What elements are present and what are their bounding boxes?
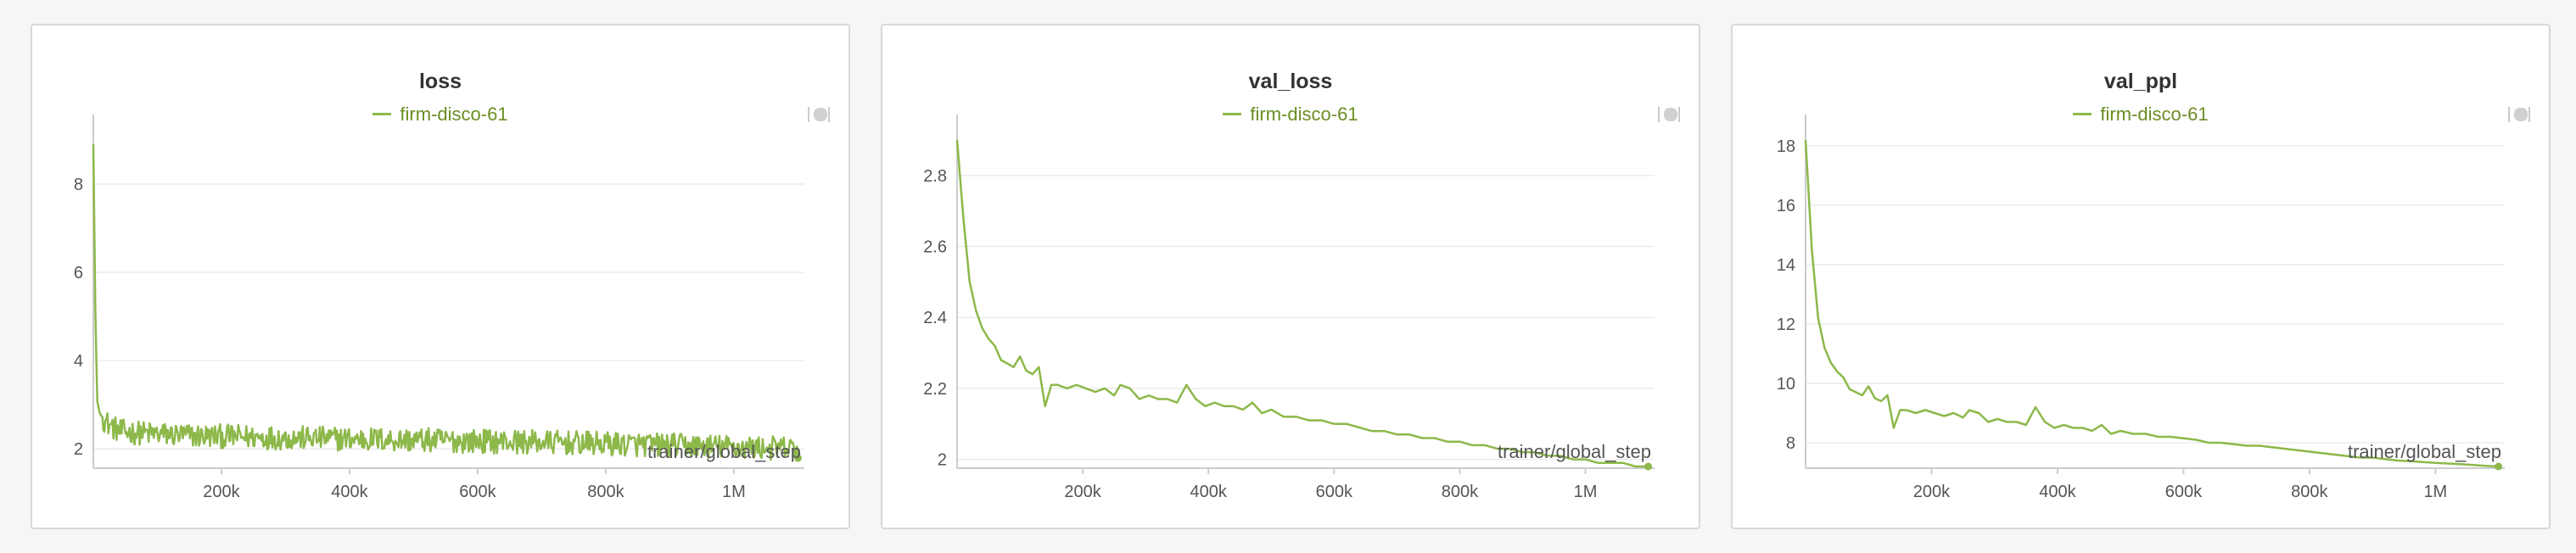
chart-panel-loss: loss firm-disco-61 2 4 6 8 200k 400k 600k 800k 1… bbox=[31, 24, 850, 529]
chart-svg: 8 10 12 14 16 18 200k 400k 600k 800k 1M trainer/glo… bbox=[1777, 115, 2505, 501]
panel-toggle-icon[interactable] bbox=[1656, 103, 1682, 126]
chart-title: val_loss bbox=[1248, 70, 1333, 93]
x-tick-label: 600k bbox=[2165, 483, 2203, 501]
chart-title: val_ppl bbox=[2103, 70, 2178, 93]
x-tick-label: 400k bbox=[2039, 483, 2076, 501]
x-axis-label: trainer/global_step bbox=[1498, 441, 1651, 462]
x-tick-label: 1M bbox=[722, 483, 746, 501]
legend-swatch bbox=[2073, 112, 2092, 115]
panel-toggle-icon[interactable] bbox=[2506, 103, 2532, 126]
chart-svg: 2 4 6 8 200k 400k 600k 800k 1M trainer/global_ste… bbox=[74, 115, 804, 501]
legend-swatch bbox=[372, 112, 392, 115]
series-endpoint bbox=[1644, 462, 1653, 471]
x-tick-label: 600k bbox=[459, 483, 496, 501]
y-tick-label: 4 bbox=[74, 352, 83, 371]
y-tick-label: 12 bbox=[1777, 316, 1795, 334]
chart-svg: 2 2.2 2.4 2.6 2.8 200k 400k 600k 800k 1M trainer/g… bbox=[923, 115, 1655, 501]
x-tick-label: 400k bbox=[331, 483, 368, 501]
y-tick-label: 8 bbox=[1786, 434, 1795, 453]
y-tick-label: 6 bbox=[74, 264, 83, 282]
series-line[interactable] bbox=[92, 144, 799, 461]
series-endpoint bbox=[793, 454, 802, 462]
x-tick-label: 1M bbox=[1574, 483, 1598, 501]
chart-panel-val-loss: val_loss firm-disco-61 2 2.2 2.4 2.6 2.8 200k… bbox=[881, 24, 1700, 529]
x-axis-label: trainer/global_step bbox=[2348, 441, 2501, 462]
y-tick-label: 2.4 bbox=[923, 309, 947, 327]
series-line[interactable] bbox=[955, 139, 1649, 468]
legend-label: firm-disco-61 bbox=[2100, 103, 2209, 125]
chart-legend[interactable]: firm-disco-61 bbox=[1733, 103, 2549, 126]
y-tick-label: 8 bbox=[74, 176, 83, 194]
x-tick-label: 800k bbox=[2291, 483, 2328, 501]
legend-label: firm-disco-61 bbox=[1250, 103, 1358, 125]
y-tick-label: 16 bbox=[1777, 197, 1795, 215]
y-tick-label: 2 bbox=[74, 440, 83, 459]
series-endpoint bbox=[2495, 462, 2503, 471]
x-tick-label: 800k bbox=[1442, 483, 1479, 501]
y-tick-label: 2 bbox=[938, 451, 947, 470]
y-tick-label: 18 bbox=[1777, 137, 1795, 156]
x-tick-label: 200k bbox=[203, 483, 240, 501]
series-line[interactable] bbox=[1804, 139, 2499, 468]
x-tick-label: 600k bbox=[1316, 483, 1353, 501]
x-tick-label: 200k bbox=[1913, 483, 1951, 501]
y-tick-label: 2.8 bbox=[923, 167, 947, 186]
y-tick-label: 2.6 bbox=[923, 238, 947, 257]
x-axis-label: trainer/global_step bbox=[647, 441, 801, 462]
chart-title: loss bbox=[418, 70, 462, 93]
legend-swatch bbox=[1223, 112, 1242, 115]
y-tick-label: 2.2 bbox=[923, 380, 947, 399]
legend-label: firm-disco-61 bbox=[400, 103, 508, 125]
y-tick-label: 14 bbox=[1777, 256, 1795, 275]
y-tick-label: 10 bbox=[1777, 375, 1795, 394]
x-tick-label: 1M bbox=[2423, 483, 2447, 501]
x-tick-label: 200k bbox=[1064, 483, 1101, 501]
x-tick-label: 800k bbox=[587, 483, 624, 501]
chart-legend[interactable]: firm-disco-61 bbox=[882, 103, 1699, 126]
x-tick-label: 400k bbox=[1190, 483, 1228, 501]
chart-panel-val-ppl: val_ppl firm-disco-61 8 10 12 14 16 18 200k 400… bbox=[1731, 24, 2551, 529]
chart-legend[interactable]: firm-disco-61 bbox=[32, 103, 848, 126]
panel-toggle-icon[interactable] bbox=[806, 103, 832, 126]
